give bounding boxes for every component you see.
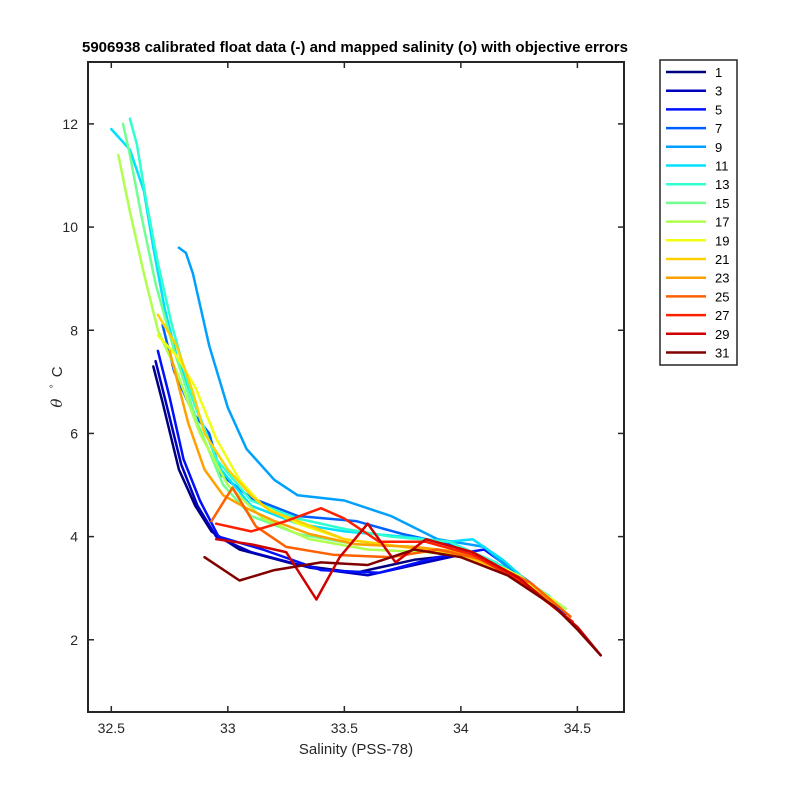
legend-item-19: 19 — [666, 233, 729, 248]
y-tick-label: 10 — [62, 219, 78, 235]
legend-label: 15 — [715, 196, 729, 211]
legend-label: 23 — [715, 271, 729, 286]
legend-item-21: 21 — [666, 252, 729, 267]
legend-label: 7 — [715, 121, 722, 136]
x-tick-label: 34 — [453, 720, 469, 736]
legend-item-23: 23 — [666, 271, 729, 286]
y-tick-label: 12 — [62, 116, 78, 132]
x-tick-label: 34.5 — [564, 720, 591, 736]
legend-label: 21 — [715, 252, 729, 267]
legend-item-9: 9 — [666, 140, 722, 155]
x-tick-label: 32.5 — [98, 720, 125, 736]
legend-item-5: 5 — [666, 102, 722, 117]
svg-text:θ ° C: θ ° C — [44, 366, 66, 407]
y-axis-label-symbol: θ — [48, 399, 66, 408]
series-line-13 — [128, 117, 551, 598]
legend-label: 25 — [715, 289, 729, 304]
y-axis: 2 4 6 8 10 12 — [62, 116, 624, 648]
y-tick-label: 2 — [70, 632, 78, 648]
x-axis: 32.5 33 33.5 34 34.5 — [98, 62, 591, 736]
legend-label: 1 — [715, 65, 722, 80]
y-tick-label: 6 — [70, 425, 78, 441]
legend-label: 29 — [715, 327, 729, 342]
series-line-29 — [214, 522, 602, 657]
y-axis-label: θ ° C — [44, 366, 66, 407]
legend-item-25: 25 — [666, 289, 729, 304]
legend-item-7: 7 — [666, 121, 722, 136]
legend-label: 11 — [715, 159, 729, 174]
degree-symbol: ° — [49, 384, 60, 388]
legend-label: 27 — [715, 308, 729, 323]
legend-label: 5 — [715, 102, 722, 117]
legend-label: 13 — [715, 177, 729, 192]
legend-item-11: 11 — [666, 159, 729, 174]
legend-item-3: 3 — [666, 84, 722, 99]
legend-item-17: 17 — [666, 215, 729, 230]
series-lines — [110, 117, 602, 657]
legend-item-29: 29 — [666, 327, 729, 342]
y-tick-label: 8 — [70, 322, 78, 338]
legend-item-15: 15 — [666, 196, 729, 211]
chart-title: 5906938 calibrated float data (-) and ma… — [82, 39, 628, 56]
series-line-9 — [177, 246, 533, 590]
legend-item-13: 13 — [666, 177, 729, 192]
x-tick-label: 33 — [220, 720, 236, 736]
legend-label: 9 — [715, 140, 722, 155]
x-axis-label: Salinity (PSS-78) — [299, 741, 413, 758]
legend-label: 19 — [715, 233, 729, 248]
legend-item-27: 27 — [666, 308, 729, 323]
series-line-31 — [203, 548, 602, 657]
plot-area — [88, 62, 624, 712]
legend-label: 31 — [715, 346, 729, 361]
legend-label: 3 — [715, 84, 722, 99]
y-axis-label-unit: C — [49, 366, 66, 377]
legend-label: 17 — [715, 215, 729, 230]
legend-item-31: 31 — [666, 346, 729, 361]
x-tick-label: 33.5 — [331, 720, 358, 736]
y-tick-label: 4 — [70, 529, 78, 545]
plot-frame — [87, 61, 625, 713]
legend-item-1: 1 — [666, 65, 722, 80]
